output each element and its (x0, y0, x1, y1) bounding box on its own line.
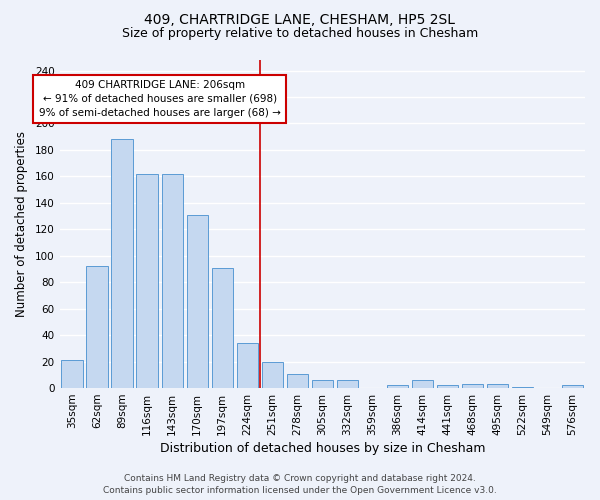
Bar (112, 140, 133, 388)
Bar (311, 380, 333, 388)
Bar (61, 360, 83, 388)
Text: Size of property relative to detached houses in Chesham: Size of property relative to detached ho… (122, 28, 478, 40)
Bar (187, 215, 208, 388)
Text: 409, CHARTRIDGE LANE, CHESHAM, HP5 2SL: 409, CHARTRIDGE LANE, CHESHAM, HP5 2SL (145, 12, 455, 26)
Y-axis label: Number of detached properties: Number of detached properties (15, 131, 28, 317)
Bar (161, 174, 183, 388)
Bar (512, 386, 533, 388)
Text: 409 CHARTRIDGE LANE: 206sqm
← 91% of detached houses are smaller (698)
9% of sem: 409 CHARTRIDGE LANE: 206sqm ← 91% of det… (39, 80, 281, 118)
Bar (437, 386, 458, 388)
Bar (236, 343, 258, 388)
Bar (562, 386, 583, 388)
Bar (262, 362, 283, 388)
X-axis label: Distribution of detached houses by size in Chesham: Distribution of detached houses by size … (160, 442, 485, 455)
Bar (212, 268, 233, 388)
Bar (287, 374, 308, 388)
Bar (136, 174, 158, 388)
Bar (462, 384, 483, 388)
Text: Contains HM Land Registry data © Crown copyright and database right 2024.
Contai: Contains HM Land Registry data © Crown c… (103, 474, 497, 495)
Bar (337, 380, 358, 388)
Bar (412, 380, 433, 388)
Bar (487, 384, 508, 388)
Bar (86, 266, 108, 388)
Bar (387, 386, 408, 388)
